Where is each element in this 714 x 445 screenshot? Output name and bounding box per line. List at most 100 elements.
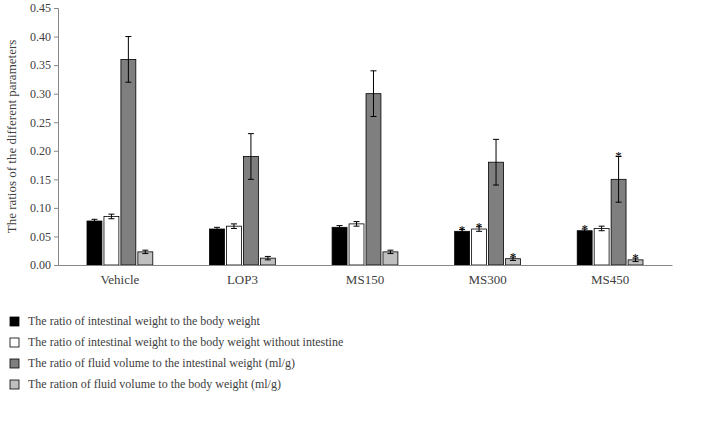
error-bar-line [599, 230, 605, 231]
y-tick-mark [54, 65, 58, 66]
error-bar-line [142, 253, 148, 254]
error-bar-line [354, 221, 360, 222]
bar [594, 228, 609, 265]
legend-item: The ration of fluid volume to the body w… [10, 377, 281, 391]
error-bar-line [248, 133, 254, 134]
error-bar-line [108, 218, 114, 219]
error-bar-line [91, 219, 97, 220]
legend-swatch [10, 380, 19, 389]
error-bar-line [128, 37, 129, 83]
x-axis-line [59, 265, 673, 266]
error-bar-line [248, 179, 254, 180]
legend-swatch [10, 338, 19, 347]
significance-marker: * [581, 221, 588, 236]
error-bar [265, 256, 271, 259]
y-tick-mark [54, 37, 58, 38]
error-bar [142, 250, 148, 253]
bar [332, 227, 347, 265]
y-tick-label: 0.40 [30, 30, 51, 44]
error-bar-line [599, 226, 605, 227]
x-tick: MS450 [591, 272, 629, 287]
x-tick-label: LOP3 [227, 272, 258, 287]
legend-swatch [10, 359, 19, 368]
plot: 0.000.050.100.150.200.250.300.350.400.45… [30, 1, 673, 287]
bar [383, 252, 398, 265]
y-tick: 0.05 [30, 230, 58, 244]
error-bar-line [493, 185, 499, 186]
error-bar-line [231, 223, 237, 224]
y-tick-mark [54, 208, 58, 209]
error-bar [214, 227, 220, 230]
error-bar [125, 37, 131, 83]
error-bar-line [111, 214, 112, 219]
x-tick: MS300 [468, 272, 506, 287]
y-tick-label: 0.35 [30, 58, 51, 72]
y-tick-mark [54, 179, 58, 180]
bar [210, 229, 225, 265]
series [121, 37, 626, 265]
bar [87, 221, 102, 265]
y-axis-line [54, 9, 59, 266]
x-tick: Vehicle [100, 272, 139, 287]
error-bar-line [616, 202, 622, 203]
y-tick: 0.30 [30, 87, 58, 101]
error-bar-line [214, 230, 220, 231]
series [104, 214, 609, 265]
error-bar-line [390, 250, 391, 253]
y-tick-mark [54, 151, 58, 152]
bar [472, 229, 487, 265]
error-bar-line [142, 250, 148, 251]
y-tick-label: 0.45 [30, 1, 51, 15]
error-bar [370, 71, 376, 117]
error-bar-line [231, 228, 237, 229]
legend-item: The ratio of intestinal weight to the bo… [10, 314, 261, 328]
error-bar-line [265, 259, 271, 260]
error-bar-line [387, 253, 393, 254]
error-bar-line [387, 250, 393, 251]
legend-label: The ratio of fluid volume to the intesti… [28, 356, 295, 370]
bar [121, 59, 136, 265]
bar [104, 216, 119, 265]
chart: 0.000.050.100.150.200.250.300.350.400.45… [0, 0, 714, 445]
error-bar-line [337, 229, 343, 230]
series [87, 219, 592, 265]
y-tick-label: 0.25 [30, 116, 51, 130]
bar [138, 252, 153, 265]
significance-marker: * [476, 219, 483, 234]
bar [366, 94, 381, 265]
y-tick-mark [54, 122, 58, 123]
bar [349, 224, 364, 265]
error-bar-line [233, 224, 234, 229]
y-tick: 0.00 [30, 258, 58, 272]
legend-label: The ratio of intestinal weight to the bo… [28, 314, 261, 328]
significance-marker: * [632, 250, 639, 265]
error-bar-line [370, 116, 376, 117]
y-tick: 0.20 [30, 144, 58, 158]
error-bar-line [339, 226, 340, 229]
y-tick-label: 0.20 [30, 144, 51, 158]
y-tick: 0.40 [30, 30, 58, 44]
error-bar [387, 250, 393, 253]
y-tick: 0.10 [30, 201, 58, 215]
error-bar-line [337, 225, 343, 226]
y-tick-label: 0.10 [30, 201, 51, 215]
error-bar [493, 139, 499, 185]
x-tick-label: MS300 [468, 272, 506, 287]
error-bar [337, 226, 343, 229]
bar [227, 226, 242, 265]
x-axis: Vehicle LOP3 MS150 MS300 MS450 [59, 266, 673, 288]
error-bar-line [370, 70, 376, 71]
error-bar-line [145, 250, 146, 253]
annotations: ****** [459, 148, 639, 265]
y-tick-label: 0.05 [30, 230, 51, 244]
y-tick: 0.35 [30, 58, 58, 72]
significance-marker: * [459, 222, 466, 237]
error-bar-line [267, 256, 268, 259]
error-bar-line [94, 219, 95, 222]
significance-marker: * [510, 249, 517, 264]
x-tick-label: MS150 [346, 272, 384, 287]
error-bar-line [125, 82, 131, 83]
y-tick-mark [54, 8, 58, 9]
x-tick: LOP3 [227, 272, 258, 287]
error-bar-line [217, 227, 218, 230]
